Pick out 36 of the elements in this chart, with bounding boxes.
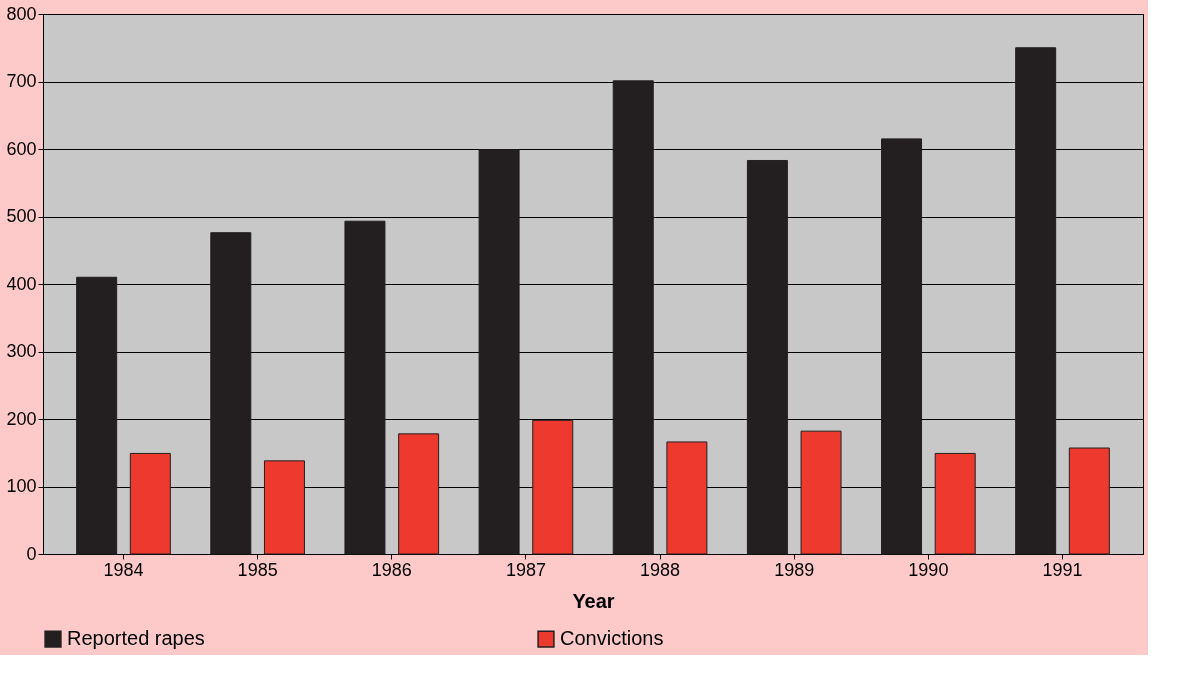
- y-tick-label: 600: [6, 138, 37, 159]
- bar: [344, 220, 386, 555]
- bar: [666, 441, 708, 555]
- x-tick-label: 1984: [103, 559, 144, 580]
- bar: [1015, 47, 1057, 555]
- x-tick-label: 1987: [505, 559, 546, 580]
- x-tick-label: 1986: [371, 559, 412, 580]
- bar: [746, 159, 788, 555]
- bar: [1068, 447, 1110, 555]
- bar: [263, 460, 305, 555]
- bar: [210, 232, 252, 555]
- legend-label: Reported rapes: [67, 627, 205, 650]
- y-tick-label: 700: [6, 71, 37, 91]
- bar: [800, 430, 842, 555]
- bar: [612, 80, 654, 555]
- x-tick-label: 1988: [640, 559, 681, 580]
- bar: [934, 452, 976, 555]
- y-tick-label: 200: [6, 408, 37, 429]
- x-tick-label: 1990: [908, 559, 949, 580]
- y-tick-label: 500: [6, 206, 37, 226]
- bar: [398, 433, 440, 555]
- y-tick-label: 0: [26, 543, 37, 564]
- bar: [76, 276, 118, 555]
- x-tick-label: 1985: [237, 559, 278, 580]
- bar: [532, 419, 574, 555]
- x-axis-title: Year: [572, 589, 615, 612]
- y-tick-label: 300: [6, 341, 37, 361]
- y-tick-label: 800: [6, 3, 37, 24]
- y-tick-label: 400: [6, 273, 37, 294]
- bar: [129, 452, 171, 555]
- legend-label: Convictions: [560, 627, 664, 650]
- x-tick-label: 1989: [774, 559, 815, 580]
- bar: [478, 149, 520, 555]
- bar: [881, 138, 923, 555]
- x-tick-label: 1991: [1042, 559, 1083, 580]
- y-tick-label: 100: [6, 476, 37, 496]
